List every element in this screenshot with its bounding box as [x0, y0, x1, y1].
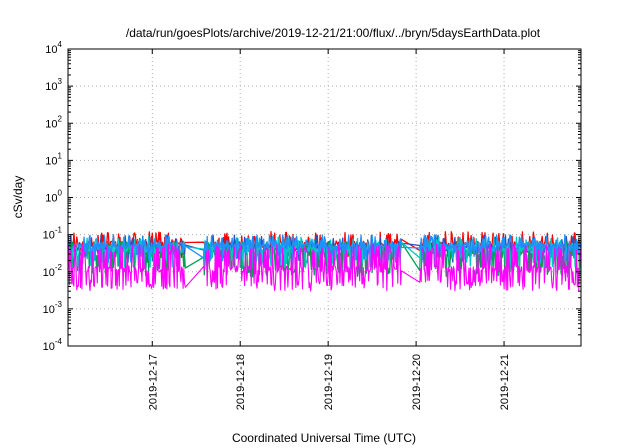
- grid: [68, 48, 581, 347]
- y-tick-exponent: 2: [58, 114, 63, 123]
- y-tick-exponent: -3: [55, 300, 63, 309]
- x-axis-label: Coordinated Universal Time (UTC): [232, 431, 416, 445]
- y-tick-base: 10: [45, 155, 57, 167]
- x-tick-label: 2019-12-17: [147, 354, 159, 410]
- ticks: [68, 48, 581, 347]
- x-tick-label: 2019-12-20: [411, 354, 423, 410]
- x-tick-label: 2019-12-21: [499, 354, 511, 410]
- series-line: [67, 243, 582, 292]
- y-tick-label: 103: [45, 77, 62, 93]
- y-tick-base: 10: [43, 230, 55, 242]
- y-tick-base: 10: [43, 267, 55, 279]
- x-tick-label: 2019-12-19: [323, 354, 335, 410]
- y-tick-exponent: 3: [58, 77, 63, 86]
- y-tick-exponent: 0: [58, 189, 63, 198]
- series-line: [67, 234, 582, 263]
- y-tick-base: 10: [45, 118, 57, 130]
- series-layer: [67, 231, 582, 292]
- y-tick-base: 10: [45, 81, 57, 93]
- chart-title: /data/run/goesPlots/archive/2019-12-21/2…: [126, 26, 541, 40]
- y-tick-exponent: -2: [55, 263, 63, 272]
- y-tick-exponent: -4: [55, 337, 63, 346]
- x-tick-label: 2019-12-18: [235, 354, 247, 410]
- y-tick-exponent: -1: [55, 226, 63, 235]
- y-tick-label: 101: [45, 151, 62, 167]
- y-tick-base: 10: [43, 341, 55, 353]
- y-tick-label: 100: [45, 189, 62, 205]
- y-tick-base: 10: [45, 44, 57, 56]
- y-tick-label: 10-1: [43, 226, 63, 242]
- y-tick-exponent: 4: [58, 40, 63, 49]
- y-tick-base: 10: [43, 304, 55, 316]
- y-tick-label: 104: [45, 40, 62, 56]
- y-axis-label: cSv/day: [11, 176, 25, 219]
- y-tick-exponent: 1: [58, 151, 63, 160]
- y-tick-label: 10-3: [43, 300, 63, 316]
- y-tick-base: 10: [45, 193, 57, 205]
- x-tick-labels: 2019-12-17 2019-12-18 2019-12-19 2019-12-20…: [147, 354, 511, 410]
- y-tick-label: 10-2: [43, 263, 63, 279]
- y-tick-label: 10-4: [43, 337, 63, 353]
- y-tick-label: 102: [45, 114, 62, 130]
